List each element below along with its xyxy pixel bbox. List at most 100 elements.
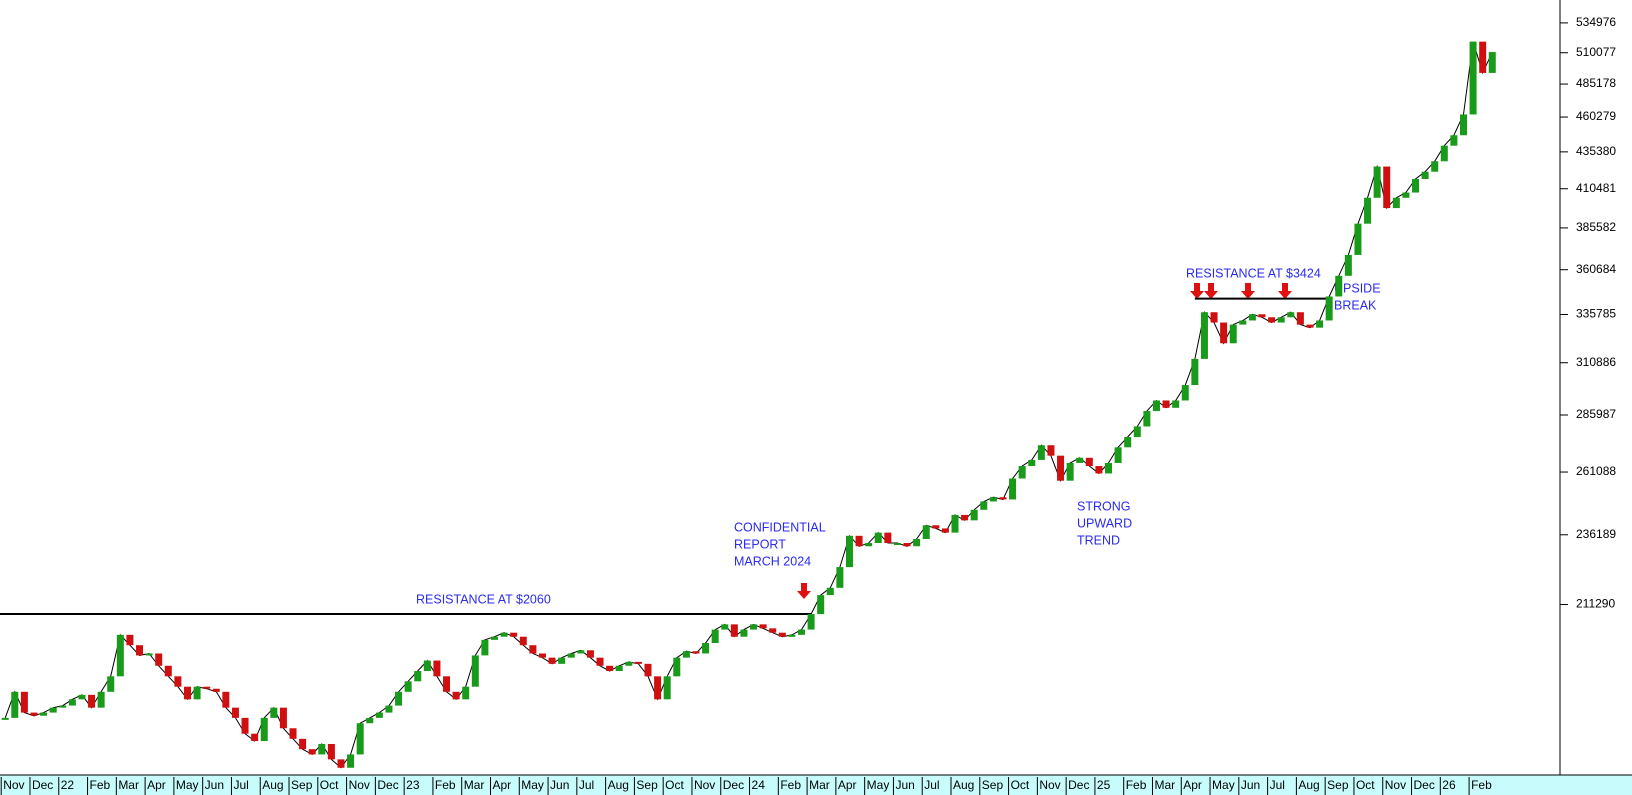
candle	[299, 738, 307, 750]
candle	[145, 653, 153, 656]
candle	[1469, 41, 1477, 115]
candle	[788, 634, 796, 637]
candle	[913, 539, 921, 547]
x-tick-label: Feb	[1471, 778, 1492, 792]
x-tick-label: Dec	[32, 778, 53, 792]
candle	[1316, 320, 1324, 328]
arrow	[1190, 283, 1204, 299]
x-tick-label: Nov	[349, 778, 370, 792]
y-tick-label: 385582	[1576, 220, 1616, 234]
candle	[1325, 296, 1333, 321]
candle	[865, 543, 873, 547]
candle	[750, 624, 758, 630]
candle	[654, 676, 662, 700]
candle	[116, 634, 124, 677]
candle	[615, 665, 623, 672]
x-tick-label: Oct	[1356, 778, 1375, 792]
candle	[1229, 324, 1237, 344]
x-tick-label: Aug	[262, 778, 283, 792]
candle	[1095, 466, 1103, 474]
x-tick-label: Apr	[147, 778, 166, 792]
x-tick-label: May	[867, 778, 890, 792]
candle	[778, 632, 786, 637]
candle	[1287, 312, 1295, 318]
annotation: MARCH 2024	[734, 554, 811, 568]
candle	[845, 535, 853, 568]
x-tick-label: 24	[752, 778, 766, 792]
candle	[1296, 312, 1304, 325]
candle	[1335, 275, 1343, 297]
candle	[1152, 400, 1160, 412]
candle	[721, 624, 729, 630]
x-tick-label: Sep	[982, 778, 1004, 792]
x-tick-label: Dec	[723, 778, 744, 792]
candle	[893, 543, 901, 546]
x-axis-band	[0, 775, 1632, 795]
x-tick-label: Nov	[694, 778, 715, 792]
x-tick-label: Feb	[780, 778, 801, 792]
annotation: STRONG	[1077, 499, 1130, 513]
candle	[970, 509, 978, 521]
candle	[1220, 322, 1228, 344]
candle	[548, 657, 556, 664]
candle	[414, 671, 422, 682]
x-tick-label: Apr	[492, 778, 511, 792]
candle	[663, 676, 671, 700]
annotations: RESISTANCE AT $2060 CONFIDENTIAL REPORT …	[416, 266, 1381, 606]
x-tick-label: 23	[406, 778, 420, 792]
x-tick-label: Dec	[1068, 778, 1089, 792]
y-tick-label: 510077	[1576, 45, 1616, 59]
candle	[222, 691, 230, 708]
candle	[1344, 254, 1352, 276]
candle	[596, 657, 604, 666]
candle	[826, 587, 834, 596]
candle	[1009, 478, 1017, 500]
y-tick-label: 310886	[1576, 355, 1616, 369]
candle	[395, 691, 403, 706]
y-tick-label: 261088	[1576, 464, 1616, 478]
candle	[327, 743, 335, 760]
candle	[347, 754, 355, 768]
candle	[1431, 161, 1439, 172]
candle	[404, 681, 412, 692]
candle	[980, 501, 988, 510]
candle	[366, 717, 374, 724]
candle	[577, 650, 585, 654]
x-tick-label: Nov	[3, 778, 24, 792]
x-tick-label: Feb	[435, 778, 456, 792]
x-tick-label: Apr	[1183, 778, 1202, 792]
x-tick-label: Apr	[838, 778, 857, 792]
candle	[625, 661, 633, 666]
candle	[136, 645, 144, 656]
candle	[212, 688, 220, 692]
x-tick-label: Oct	[320, 778, 339, 792]
y-tick-label: 534976	[1576, 15, 1616, 29]
candle	[423, 660, 431, 672]
candle	[999, 497, 1007, 500]
x-tick-label: Nov	[1039, 778, 1060, 792]
candle	[1306, 324, 1314, 328]
candle	[644, 663, 652, 677]
y-tick-label: 360684	[1576, 262, 1616, 276]
x-tick-label: Jul	[924, 778, 939, 792]
candle	[260, 717, 268, 742]
x-tick-label: 22	[61, 778, 75, 792]
candle	[126, 634, 134, 646]
annotation: CONFIDENTIAL	[734, 520, 826, 534]
annotation: UPWARD	[1077, 516, 1132, 530]
candle	[1440, 145, 1448, 162]
candle	[193, 686, 201, 700]
candle	[874, 532, 882, 544]
candle	[500, 632, 508, 637]
x-tick-label: May	[521, 778, 544, 792]
candle	[279, 707, 287, 729]
candle	[1172, 400, 1180, 408]
arrows	[797, 283, 1292, 599]
candle	[251, 733, 259, 742]
candle	[375, 712, 383, 718]
candle	[1210, 312, 1218, 323]
candle	[961, 514, 969, 521]
arrow	[1241, 283, 1255, 299]
candle	[1392, 197, 1400, 209]
